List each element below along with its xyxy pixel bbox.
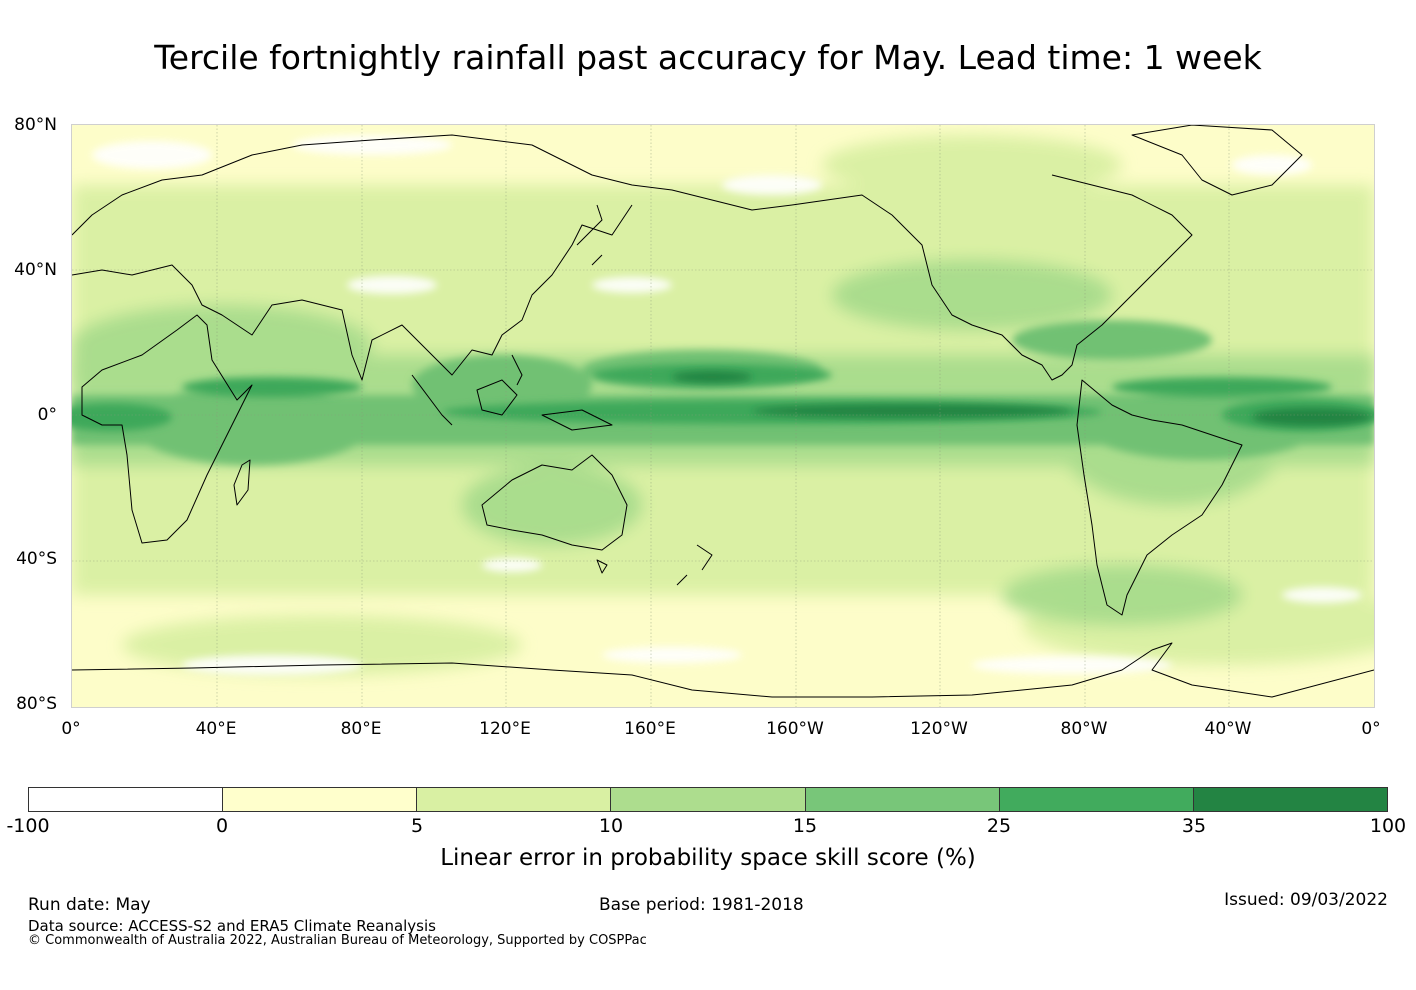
lon-label-160e: 160°E [624, 719, 676, 739]
colorbar-segment-1 [29, 788, 224, 811]
colorbar-segment-3 [417, 788, 612, 811]
lat-label-80n: 80°N [14, 115, 57, 135]
skill-field-max [672, 371, 1372, 426]
coast-australia [481, 454, 628, 551]
coast-tasmania [596, 559, 608, 574]
lon-label-40w: 40°W [1204, 719, 1252, 739]
colorbar-tick-2: 0 [215, 815, 229, 837]
lon-label-0-east: 0° [1361, 719, 1381, 739]
skill-field-negative [92, 135, 1362, 675]
colorbar-segment-7 [1193, 788, 1387, 811]
data-source: Data source: ACCESS-S2 and ERA5 Climate … [28, 917, 436, 935]
coast-madagascar [233, 459, 251, 506]
lon-label-80e: 80°E [340, 719, 382, 739]
colorbar-tick-6: 25 [986, 815, 1012, 837]
lon-label-40e: 40°E [195, 719, 237, 739]
lon-label-80w: 80°W [1060, 719, 1108, 739]
coast-new-guinea [541, 409, 613, 431]
lat-label-80s: 80°S [16, 694, 57, 714]
colorbar-segment-5 [805, 788, 1000, 811]
coast-japan [576, 204, 603, 266]
coast-north-america [791, 174, 1193, 381]
coast-eurasia [72, 134, 793, 381]
coast-new-zealand [676, 544, 713, 586]
run-date: Run date: May [28, 895, 151, 915]
lon-label-160w: 160°W [766, 719, 824, 739]
coast-south-america [1076, 379, 1243, 616]
copyright: © Commonwealth of Australia 2022, Austra… [28, 933, 647, 948]
coast-sumatra [411, 374, 453, 426]
lon-label-0-west: 0° [61, 719, 81, 739]
coast-borneo [476, 379, 518, 416]
colorbar-segment-2 [223, 788, 418, 811]
coast-antarctica [72, 642, 1374, 698]
colorbar-label: Linear error in probability space skill … [440, 845, 976, 871]
map-canvas [72, 125, 1374, 707]
colorbar-segment-4 [611, 788, 806, 811]
colorbar-tick-5: 15 [792, 815, 818, 837]
coastlines [72, 125, 1374, 698]
coast-greenland [1131, 125, 1303, 196]
issued-date: Issued: 09/03/2022 [1224, 890, 1388, 910]
map-title: Tercile fortnightly rainfall past accura… [154, 38, 1262, 77]
colorbar-tick-1: -100 [6, 815, 50, 837]
lat-label-40s: 40°S [16, 549, 57, 569]
lat-label-40n: 40°N [14, 260, 57, 280]
colorbar-tick-8: 100 [1369, 815, 1407, 837]
lon-label-120w: 120°W [910, 719, 968, 739]
skill-score-map [71, 124, 1375, 708]
lat-label-equator: 0° [37, 405, 57, 425]
colorbar-tick-7: 35 [1181, 815, 1207, 837]
colorbar-segment-6 [999, 788, 1194, 811]
base-period: Base period: 1981-2018 [599, 895, 804, 915]
colorbar-tick-4: 10 [598, 815, 624, 837]
colorbar-tick-3: 5 [410, 815, 424, 837]
coast-philippines [511, 354, 523, 386]
coast-africa [81, 314, 253, 544]
lon-label-120e: 120°E [479, 719, 531, 739]
colorbar [28, 787, 1388, 812]
